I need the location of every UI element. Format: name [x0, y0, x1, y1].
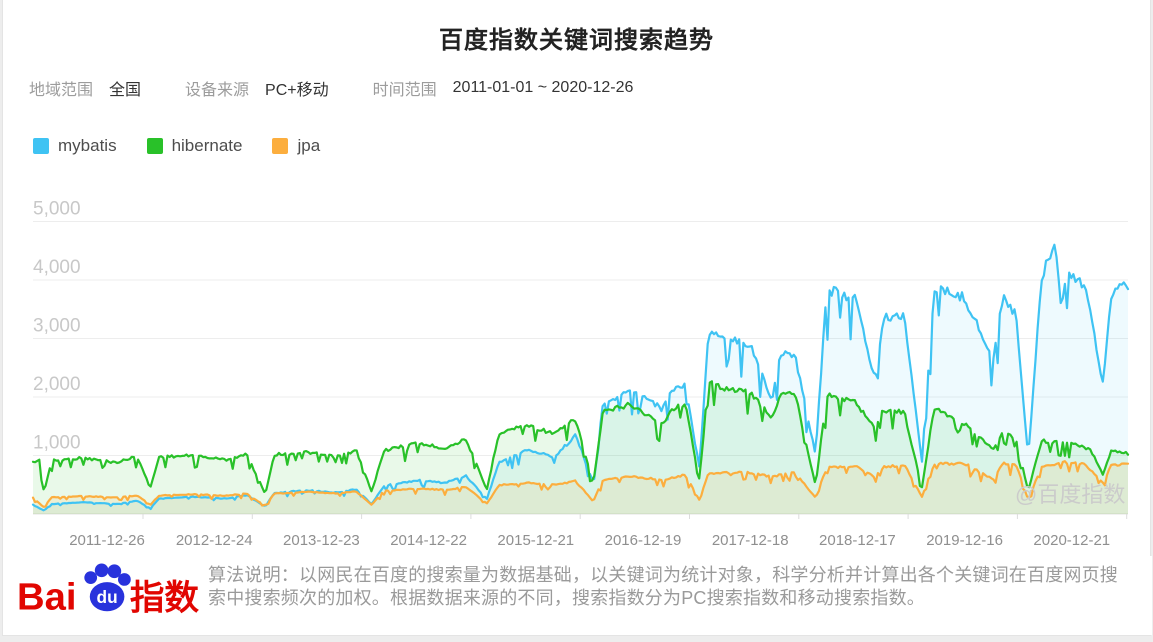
watermark: @百度指数: [1015, 482, 1125, 507]
y-axis-tick-label: 3,000: [33, 316, 81, 337]
x-axis-tick-label: 2013-12-23: [283, 532, 360, 549]
x-axis-tick-label: 2014-12-22: [390, 532, 467, 549]
time-filter-value[interactable]: 2011-01-01 ~ 2020-12-26: [452, 79, 634, 96]
region-filter-label: 地域范围: [29, 82, 94, 99]
series-line-jpa[interactable]: [31, 460, 1130, 508]
y-axis-tick-label: 2,000: [33, 374, 81, 395]
y-axis-tick-label: 5,000: [33, 199, 81, 220]
logo-bai-text: Bai: [17, 575, 76, 618]
mybatis-swatch-icon: [33, 138, 49, 154]
x-axis-tick-label: 2015-12-21: [497, 532, 574, 549]
algorithm-description-line2: 索中搜索频次的加权。根据数据来源的不同，搜索指数分为PC搜索指数和移动搜索指数。: [208, 588, 926, 608]
legend-label: hibernate: [171, 136, 243, 155]
baidu-paw-icon: du: [84, 563, 131, 612]
region-filter-value[interactable]: 全国: [109, 82, 142, 99]
jpa-swatch-icon: [272, 138, 289, 154]
hibernate-swatch-icon: [146, 138, 163, 154]
x-axis-tick-label: 2020-12-21: [1033, 532, 1110, 549]
footer: Bai du 指数 算法说明：以网民在百度的搜索量为数据基础，以关键词为统计对象…: [3, 556, 1152, 635]
x-axis-tick-label: 2019-12-16: [926, 532, 1003, 549]
legend-label: mybatis: [58, 136, 117, 155]
filter-bar: 地域范围 全国 设备来源 PC+移动 时间范围 2011-01-01 ~ 202…: [29, 76, 677, 100]
series-area-mybatis: [33, 244, 1128, 515]
trend-chart[interactable]: 1,000 2,000 3,000 4,000 5,000 2011-12-26 2012-…: [3, 192, 1153, 557]
x-axis-tick-label: 2016-12-19: [605, 532, 682, 549]
y-axis-tick-label: 1,000: [33, 433, 81, 454]
time-filter-label: 时间范围: [372, 82, 437, 99]
series-line-hibernate[interactable]: [31, 380, 1130, 493]
x-axis-tick-label: 2017-12-18: [712, 532, 789, 549]
logo-zhishu-text: 指数: [130, 579, 199, 617]
x-axis-tick-label: 2011-12-26: [69, 532, 145, 549]
x-axis-tick-label: 2018-12-17: [819, 532, 896, 549]
baidu-index-logo-graphic: Bai du 指数: [17, 563, 199, 618]
series-line-mybatis[interactable]: [31, 243, 1130, 512]
baidu-index-logo[interactable]: Bai du 指数: [17, 562, 199, 631]
legend-item-jpa[interactable]: jpa: [272, 136, 320, 156]
legend: mybatis hibernate jpa: [33, 136, 350, 156]
algorithm-description-line1: 算法说明：以网民在百度的搜索量为数据基础，以关键词为统计对象，科学分析并计算出各…: [208, 565, 1118, 585]
device-filter-label: 设备来源: [185, 82, 250, 99]
x-axis-tick-label: 2012-12-24: [176, 532, 253, 549]
page-title: 百度指数关键词搜索趋势: [439, 27, 714, 54]
trend-chart-canvas[interactable]: 1,000 2,000 3,000 4,000 5,000 2011-12-26 2012-…: [3, 192, 1153, 557]
legend-item-mybatis[interactable]: mybatis: [33, 136, 117, 156]
algorithm-description: 算法说明：以网民在百度的搜索量为数据基础，以关键词为统计对象，科学分析并计算出各…: [208, 564, 1153, 610]
legend-label: jpa: [297, 136, 321, 155]
device-filter-value[interactable]: PC+移动: [265, 82, 329, 99]
y-axis-tick-label: 4,000: [33, 257, 81, 278]
legend-item-hibernate[interactable]: hibernate: [146, 136, 243, 156]
logo-du-text: du: [97, 587, 118, 607]
